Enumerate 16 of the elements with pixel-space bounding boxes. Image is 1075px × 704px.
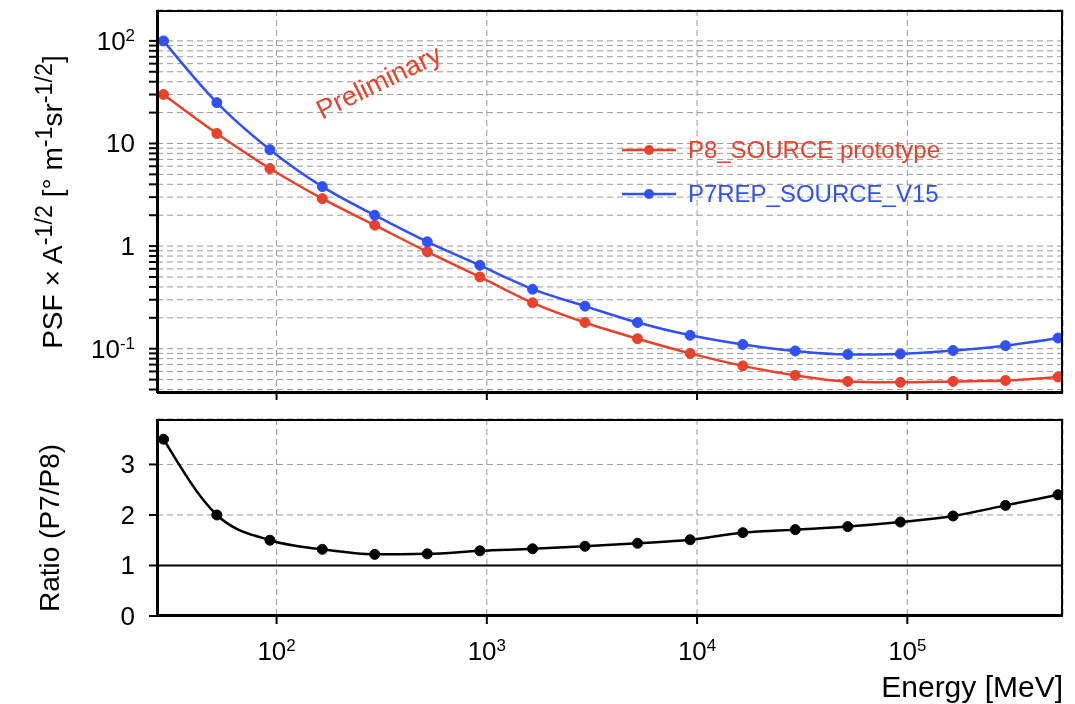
y-tick-label: 2 bbox=[120, 499, 135, 530]
y-axis-title: Ratio (P7/P8) bbox=[34, 443, 66, 612]
y-tick-label: 3 bbox=[120, 449, 135, 480]
x-tick-label: 10$^{4}$ bbox=[677, 635, 717, 666]
y-tick-label: 10 bbox=[106, 128, 135, 159]
x-tick-label: 10$^{2}$ bbox=[257, 635, 296, 666]
x-tick-label: 10$^{3}$ bbox=[467, 635, 506, 666]
x-tick-label: 10$^{5}$ bbox=[888, 635, 927, 666]
y-tick-label: 1 bbox=[120, 231, 135, 262]
y-tick-label: 10$^{-1}$ bbox=[91, 333, 135, 364]
legend-label: P7REP_SOURCE_V15 bbox=[687, 180, 939, 208]
y-tick-label: 1 bbox=[120, 550, 135, 581]
x-axis-title: Energy [MeV] bbox=[881, 670, 1063, 704]
y-tick-label: 0 bbox=[120, 601, 135, 631]
legend-label: P8_SOURCE prototype bbox=[687, 136, 940, 164]
y-tick-label: 10$^{2}$ bbox=[96, 25, 135, 56]
